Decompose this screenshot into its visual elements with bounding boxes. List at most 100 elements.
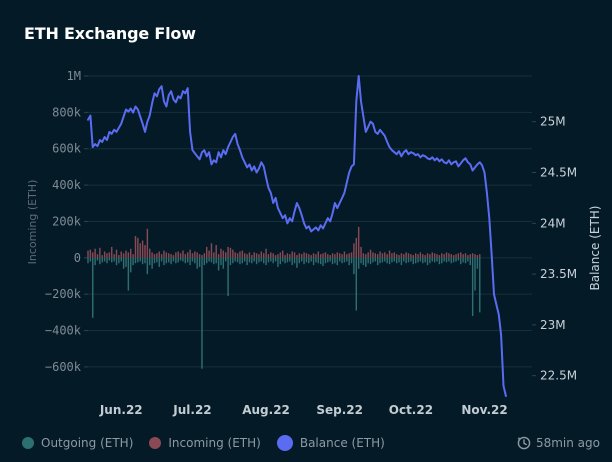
outgoing-bar	[348, 257, 350, 266]
outgoing-bar	[426, 257, 429, 266]
right-tick-label: 23M	[540, 318, 566, 332]
x-tick-label: Aug.22	[242, 403, 290, 417]
incoming-bar	[464, 253, 467, 258]
incoming-bar	[101, 255, 103, 258]
outgoing-bar	[198, 257, 201, 267]
incoming-bar	[298, 253, 301, 258]
incoming-bar	[308, 254, 310, 258]
outgoing-bar	[369, 257, 372, 265]
outgoing-bar	[310, 257, 312, 262]
outgoing-bar	[253, 257, 255, 262]
legend-incoming[interactable]: Incoming (ETH)	[149, 436, 261, 450]
outgoing-bar	[146, 257, 149, 275]
grid-lines	[88, 75, 532, 368]
left-tick-label: 0	[74, 251, 81, 265]
incoming-bar	[239, 251, 241, 258]
outgoing-bar	[346, 257, 348, 262]
incoming-bar	[327, 254, 329, 258]
outgoing-bar	[319, 257, 322, 265]
outgoing-bar	[365, 257, 367, 267]
outgoing-bar	[165, 257, 168, 264]
outgoing-bar	[168, 257, 170, 263]
outgoing-bar	[422, 257, 424, 264]
incoming-bar	[182, 250, 184, 258]
incoming-bar	[398, 255, 400, 258]
outgoing-bar	[125, 257, 127, 267]
incoming-bar	[274, 255, 277, 258]
left-tick-label: 400k	[52, 178, 82, 192]
incoming-bar	[206, 246, 208, 258]
incoming-bar	[184, 254, 187, 258]
incoming-bar	[448, 253, 450, 258]
incoming-bar	[203, 253, 206, 258]
balance-dot-icon	[276, 435, 293, 451]
outgoing-bar	[272, 257, 274, 264]
legend-balance[interactable]: Balance (ETH)	[276, 435, 385, 451]
outgoing-bar	[386, 257, 388, 264]
outgoing-bar	[376, 257, 379, 266]
incoming-bar	[270, 252, 272, 258]
left-tick-label: −200k	[45, 287, 82, 301]
incoming-bar	[224, 252, 227, 258]
outgoing-bar	[300, 257, 303, 262]
incoming-bar	[122, 253, 125, 258]
last-updated-text: 58min ago	[535, 436, 600, 450]
outgoing-bar	[187, 257, 189, 263]
outgoing-bar	[410, 257, 412, 262]
outgoing-bar	[132, 257, 134, 266]
outgoing-bar	[450, 257, 452, 264]
outgoing-bar	[115, 257, 118, 266]
outgoing-bar	[384, 257, 386, 262]
outgoing-bar	[213, 257, 215, 265]
x-tick-label: Nov.22	[461, 403, 507, 417]
incoming-bar	[201, 255, 203, 258]
incoming-bar	[331, 253, 334, 258]
outgoing-bar	[153, 257, 156, 264]
incoming-bar	[163, 250, 165, 258]
incoming-bar	[372, 252, 374, 258]
outgoing-bar	[336, 257, 339, 266]
outgoing-bar	[222, 257, 225, 269]
outgoing-bar	[291, 257, 293, 266]
incoming-bar	[132, 254, 134, 258]
outgoing-bar	[388, 257, 391, 265]
outgoing-bar	[265, 257, 267, 266]
incoming-bar	[476, 255, 479, 258]
incoming-bar	[452, 255, 455, 258]
incoming-bar	[450, 254, 452, 258]
outgoing-bar	[255, 257, 258, 265]
incoming-bar	[281, 250, 284, 258]
outgoing-bar	[298, 257, 301, 264]
last-updated: 58min ago	[517, 434, 600, 452]
outgoing-bar	[445, 257, 448, 263]
outgoing-bar	[433, 257, 436, 263]
outgoing-bar	[130, 257, 132, 273]
incoming-bar	[172, 255, 175, 258]
outgoing-bar	[462, 257, 464, 263]
outgoing-bar	[175, 257, 177, 264]
incoming-bar	[137, 237, 139, 258]
outgoing-bar	[243, 257, 246, 262]
outgoing-bar	[220, 257, 222, 266]
incoming-bar	[103, 251, 106, 258]
outgoing-bar	[395, 257, 398, 264]
incoming-bar	[460, 252, 462, 258]
outgoing-bar	[170, 257, 172, 265]
outgoing-bar	[329, 257, 331, 262]
outgoing-bar	[476, 257, 479, 269]
outgoing-bar	[122, 257, 125, 269]
outgoing-bar	[270, 257, 272, 262]
incoming-bar	[303, 252, 305, 258]
legend-balance-label: Balance (ETH)	[299, 436, 385, 450]
incoming-bar	[241, 250, 244, 258]
incoming-bar	[260, 251, 263, 258]
incoming-bar	[208, 250, 210, 258]
legend-outgoing[interactable]: Outgoing (ETH)	[22, 436, 133, 450]
outgoing-bar	[393, 257, 396, 262]
incoming-bar	[151, 252, 153, 258]
left-tick-label: −400k	[45, 324, 82, 338]
incoming-bar	[436, 254, 438, 258]
incoming-bar	[284, 255, 286, 258]
right-tick-label: 24.5M	[540, 166, 577, 180]
